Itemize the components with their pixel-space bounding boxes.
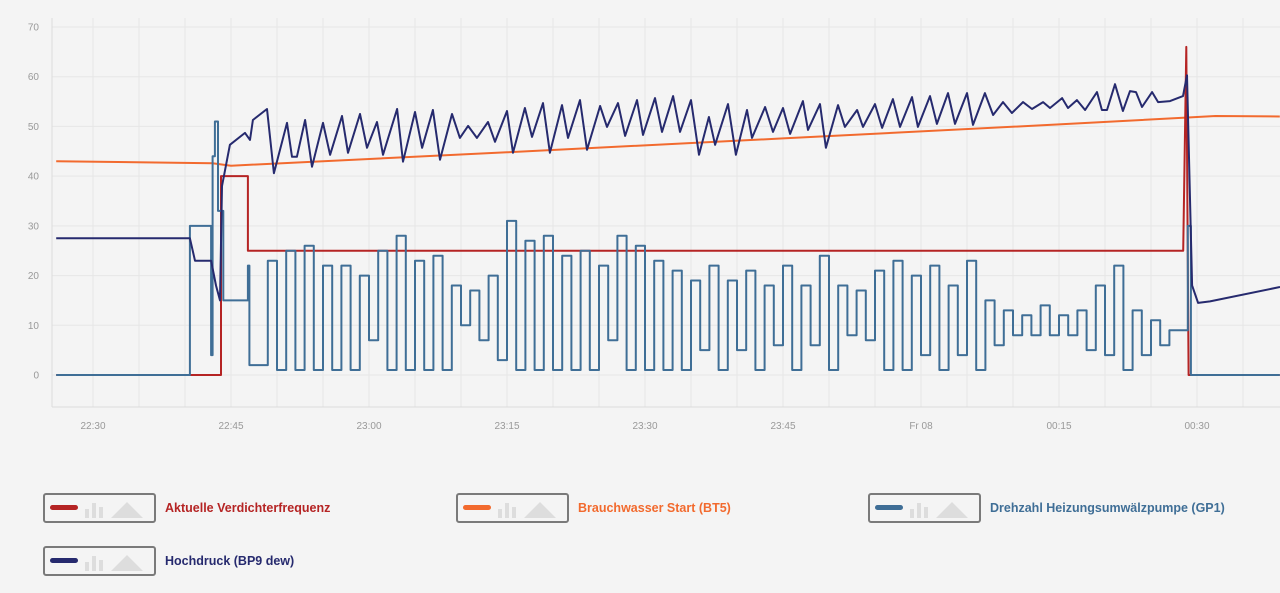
x-tick-label: 00:15 [1046, 421, 1071, 432]
series-lines [56, 45, 1280, 376]
legend-item-verdichterfrequenz[interactable]: Aktuelle Verdichterfrequenz [43, 493, 330, 523]
y-tick-label: 30 [28, 221, 40, 232]
y-tick-label: 10 [28, 321, 40, 332]
x-tick-label: 23:30 [632, 421, 657, 432]
legend-item-brauchwasser[interactable]: Brauchwasser Start (BT5) [456, 493, 731, 523]
x-tick-label: 23:45 [770, 421, 795, 432]
y-tick-label: 20 [28, 271, 40, 282]
legend-label: Drehzahl Heizungsumwälzpumpe (GP1) [990, 501, 1225, 515]
y-tick-label: 0 [33, 371, 39, 382]
x-tick-label: 23:00 [356, 421, 381, 432]
bar-area-icon [85, 555, 143, 571]
y-tick-label: 40 [28, 172, 40, 183]
legend-toggle[interactable] [43, 493, 156, 523]
x-tick-label: Fr 08 [909, 421, 933, 432]
series-line-drehzahl-heizungsumw-lzpumpe-gp1[interactable] [56, 120, 1280, 376]
y-tick-label: 50 [28, 122, 40, 133]
bar-area-icon [910, 502, 968, 518]
series-line-brauchwasser-start-bt5[interactable] [56, 115, 1280, 167]
series-line-hochdruck-bp9-dew[interactable] [56, 74, 1280, 304]
legend-toggle[interactable] [43, 546, 156, 576]
legend-label: Brauchwasser Start (BT5) [578, 501, 731, 515]
line-icon [463, 505, 491, 510]
x-tick-label: 22:30 [80, 421, 105, 432]
line-chart: 0 10 20 30 40 50 60 70 22:30 22:45 23:00 23:15 23:3… [28, 18, 1280, 432]
legend-label: Hochdruck (BP9 dew) [165, 554, 295, 568]
legend-label: Aktuelle Verdichterfrequenz [165, 501, 331, 515]
line-icon [50, 558, 78, 563]
legend-item-drehzahl[interactable]: Drehzahl Heizungsumwälzpumpe (GP1) [868, 493, 1225, 523]
bar-area-icon [498, 502, 556, 518]
line-icon [50, 505, 78, 510]
x-tick-label: 23:15 [494, 421, 519, 432]
bar-area-icon [85, 502, 143, 518]
x-axis: 22:30 22:45 23:00 23:15 23:30 23:45 Fr 08 00:15… [80, 421, 1209, 432]
legend-toggle[interactable] [456, 493, 569, 523]
y-tick-label: 70 [28, 23, 40, 34]
legend-item-hochdruck[interactable]: Hochdruck (BP9 dew) [43, 546, 294, 576]
y-axis: 0 10 20 30 40 50 60 70 [28, 23, 40, 382]
y-tick-label: 60 [28, 72, 40, 83]
line-icon [875, 505, 903, 510]
legend-toggle[interactable] [868, 493, 981, 523]
x-tick-label: 22:45 [218, 421, 243, 432]
x-tick-label: 00:30 [1184, 421, 1209, 432]
